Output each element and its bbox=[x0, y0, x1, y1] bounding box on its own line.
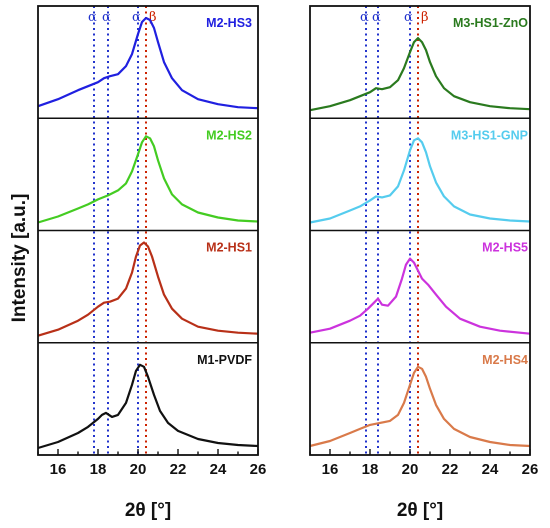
series-line-M2-HS4 bbox=[309, 365, 531, 448]
series-line-M3-HS1-ZnO bbox=[309, 37, 531, 112]
x-tick-label-1-26: 26 bbox=[522, 461, 539, 478]
ref-label-1-3: β bbox=[421, 10, 429, 25]
series-line-M2-HS2 bbox=[37, 135, 259, 224]
ref-label-1-0: α bbox=[360, 10, 369, 25]
x-tick-label-1-18: 18 bbox=[362, 461, 379, 478]
series-line-M1-PVDF bbox=[37, 363, 259, 450]
y-axis-label: Intensity [a.u.] bbox=[9, 194, 30, 323]
series-line-M2-HS3 bbox=[37, 16, 259, 110]
series-line-M2-HS1 bbox=[37, 241, 259, 337]
series-label-M2-HS1: M2-HS1 bbox=[206, 241, 252, 255]
ref-label-0-0: α bbox=[88, 10, 97, 25]
ref-label-1-2: α bbox=[404, 10, 413, 25]
x-tick-label-0-20: 20 bbox=[130, 461, 147, 478]
ref-label-1-1: α bbox=[372, 10, 381, 25]
x-tick-label-1-16: 16 bbox=[322, 461, 339, 478]
series-label-M2-HS2: M2-HS2 bbox=[206, 128, 252, 142]
x-axis-label-right: 2θ [°] bbox=[397, 500, 443, 521]
series-label-M3-HS1-ZnO: M3-HS1-ZnO bbox=[453, 16, 528, 30]
series-label-M2-HS5: M2-HS5 bbox=[482, 241, 528, 255]
x-tick-label-0-22: 22 bbox=[170, 461, 187, 478]
series-label-M2-HS4: M2-HS4 bbox=[482, 353, 528, 367]
series-line-M2-HS5 bbox=[309, 257, 531, 335]
x-tick-label-0-26: 26 bbox=[250, 461, 267, 478]
panel-frame-1 bbox=[309, 5, 531, 456]
panel-frame-0 bbox=[37, 5, 259, 456]
x-axis-label-left: 2θ [°] bbox=[125, 500, 171, 521]
ref-label-0-3: β bbox=[149, 10, 157, 25]
series-label-M1-PVDF: M1-PVDF bbox=[197, 353, 252, 367]
x-tick-label-0-18: 18 bbox=[90, 461, 107, 478]
x-tick-label-1-22: 22 bbox=[442, 461, 459, 478]
x-tick-label-0-24: 24 bbox=[210, 461, 227, 478]
series-line-M3-HS1-GNP bbox=[309, 137, 531, 224]
ref-label-0-2: α bbox=[132, 10, 141, 25]
ref-label-0-1: α bbox=[102, 10, 111, 25]
x-tick-label-1-20: 20 bbox=[402, 461, 419, 478]
series-label-M3-HS1-GNP: M3-HS1-GNP bbox=[451, 128, 528, 142]
series-label-M2-HS3: M2-HS3 bbox=[206, 16, 252, 30]
x-tick-label-1-24: 24 bbox=[482, 461, 499, 478]
x-tick-label-0-16: 16 bbox=[50, 461, 67, 478]
